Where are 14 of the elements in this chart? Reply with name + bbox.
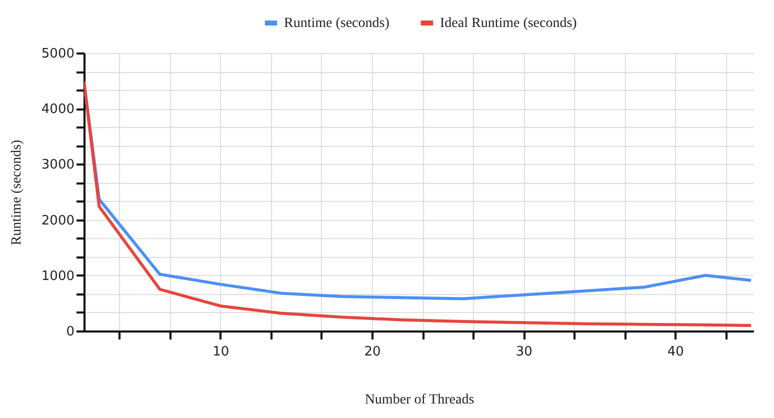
x-tick-label: 30 <box>516 344 532 360</box>
y-tick-label: 1000 <box>41 268 74 284</box>
x-tick-label: 10 <box>212 344 230 360</box>
y-axis-title: Runtime (seconds) <box>9 139 24 246</box>
legend-label: Ideal Runtime (seconds) <box>440 16 578 31</box>
legend-label: Runtime (seconds) <box>284 16 390 31</box>
y-tick-label: 4000 <box>41 102 74 118</box>
y-tick-label: 0 <box>66 324 74 340</box>
x-tick-label: 40 <box>667 344 684 360</box>
x-axis-title: Number of Threads <box>364 392 474 408</box>
y-tick-label: 2000 <box>41 213 74 228</box>
y-tick-label: 3000 <box>41 158 74 173</box>
x-tick-label: 20 <box>364 344 381 360</box>
y-tick-label: 5000 <box>41 46 74 62</box>
